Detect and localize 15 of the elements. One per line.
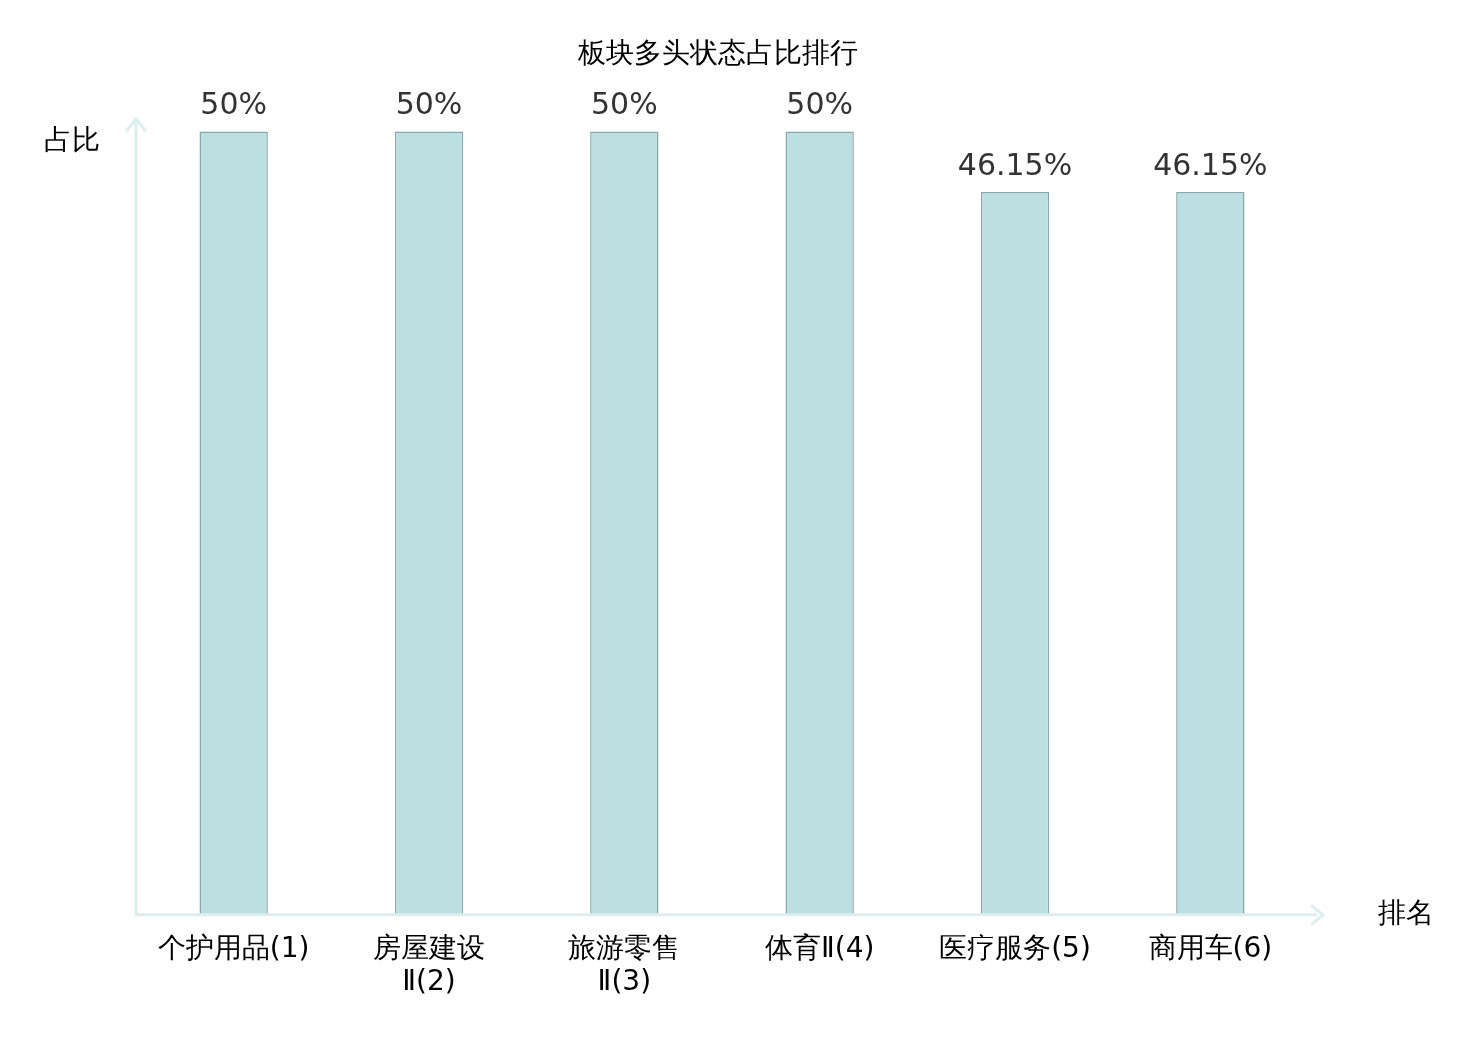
- x-axis-title: 排名: [1378, 896, 1434, 930]
- data-label: 50%: [395, 86, 463, 122]
- x-tick-label: 个护用品(1): [157, 930, 310, 964]
- x-tick-label: 商用车(6): [1148, 930, 1273, 964]
- x-tick-label: 房屋建设Ⅱ(2): [373, 930, 485, 998]
- x-tick-label: 医疗服务(5): [939, 930, 1091, 964]
- chart-title: 板块多头状态占比排行: [577, 36, 858, 70]
- data-label: 46.15%: [1153, 146, 1268, 182]
- x-tick-label: 体育Ⅱ(4): [764, 930, 875, 964]
- data-label: 50%: [786, 86, 854, 122]
- data-label: 50%: [200, 86, 268, 122]
- data-label: 46.15%: [957, 146, 1073, 182]
- data-label: 50%: [590, 86, 658, 122]
- y-axis-title: 占比: [44, 122, 100, 156]
- x-tick-label: 旅游零售Ⅱ(3): [568, 930, 681, 998]
